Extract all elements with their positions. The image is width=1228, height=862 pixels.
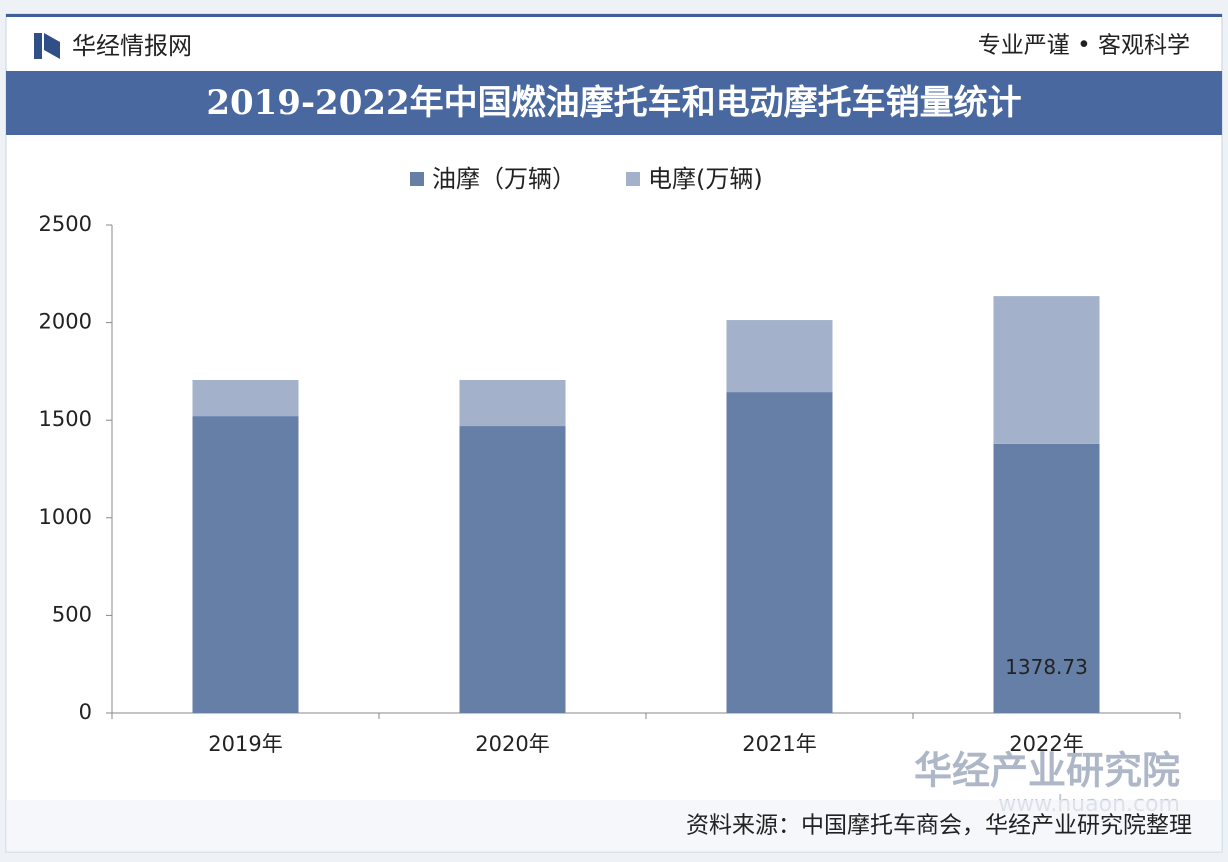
- y-tick-label: 2000: [39, 310, 92, 334]
- legend-swatch: [410, 172, 424, 186]
- slogan: 专业严谨 • 客观科学: [978, 33, 1190, 59]
- footer-band: [6, 800, 1222, 852]
- y-tick-label: 500: [52, 602, 92, 626]
- bar-segment: [726, 392, 833, 713]
- x-tick-label: 2021年: [742, 732, 816, 756]
- legend-swatch: [626, 172, 640, 186]
- source: 资料来源：中国摩托车商会，华经产业研究院整理: [686, 813, 1192, 839]
- y-tick-label: 2500: [39, 212, 92, 236]
- bar-segment: [459, 426, 566, 713]
- logo-icon: [34, 33, 42, 59]
- logo-text: 华经情报网: [72, 32, 192, 60]
- x-tick-label: 2020年: [475, 732, 549, 756]
- data-label: 1378.73: [1005, 655, 1088, 679]
- bar-segment: [726, 320, 833, 393]
- logo-icon: [44, 33, 60, 59]
- bar-segment: [993, 296, 1100, 444]
- bar-segment: [459, 379, 566, 427]
- legend-label: 油摩（万辆）: [432, 165, 576, 193]
- x-tick-label: 2022年: [1009, 732, 1083, 756]
- bar-segment: [192, 379, 299, 417]
- legend-label: 电摩(万辆): [648, 165, 763, 193]
- watermark: 华经产业研究院: [914, 749, 1180, 793]
- bar-segment: [192, 416, 299, 713]
- y-tick-label: 0: [79, 700, 92, 724]
- top-rule: [6, 14, 1222, 17]
- title-band: [6, 71, 1222, 135]
- x-tick-label: 2019年: [208, 732, 282, 756]
- y-tick-label: 1500: [39, 407, 92, 431]
- bar-segment: [993, 443, 1100, 713]
- chart-title: 2019-2022年中国燃油摩托车和电动摩托车销量统计: [206, 83, 1021, 123]
- y-tick-label: 1000: [39, 505, 92, 529]
